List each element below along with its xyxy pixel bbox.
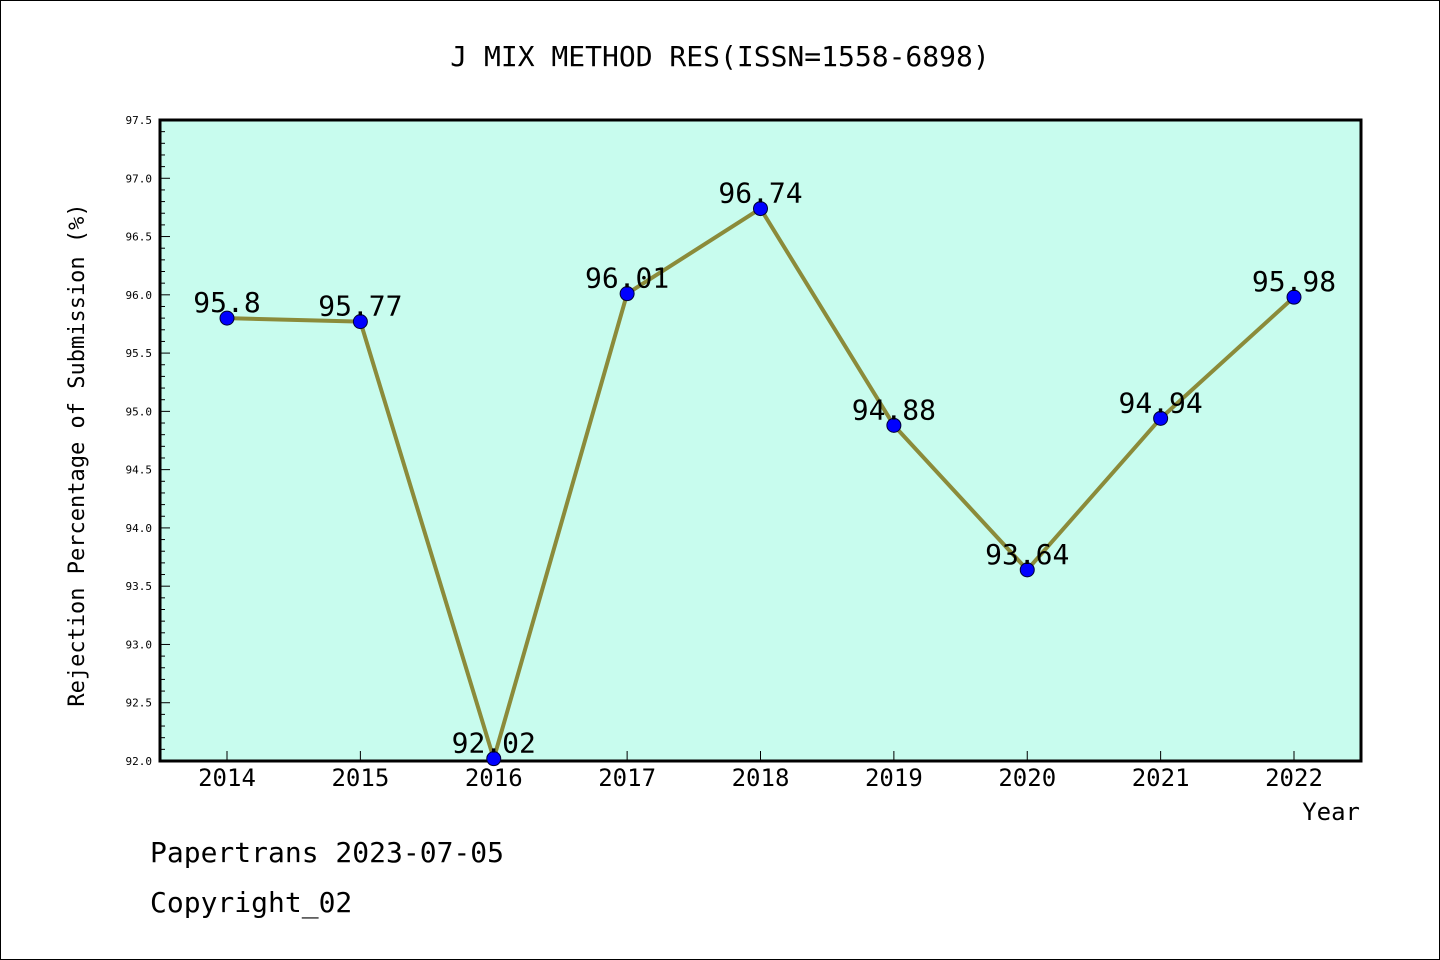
data-label-2016: 92.02 [452,727,536,760]
y-tick-label: 92.5 [126,697,153,710]
y-tick-label: 97.5 [126,114,153,127]
data-label-2017: 96.01 [585,262,669,295]
data-label-2018: 96.74 [718,177,802,210]
data-point-2016 [486,751,502,767]
data-label-2022: 95.98 [1252,265,1336,298]
y-tick-label: 93.5 [126,580,153,593]
x-axis-title: Year [1302,798,1360,826]
y-tick-label: 94.0 [126,522,153,535]
x-tick-label: 2018 [732,764,790,792]
x-tick-label: 2022 [1265,764,1323,792]
y-tick-label: 95.5 [126,347,153,360]
data-labels: 95.8 95.77 92.02 96.01 96.74 94.88 93.64 94.94 9… [193,177,1336,760]
plot-area [158,118,1363,763]
data-point-2019 [886,417,902,433]
x-tick-label: 2019 [865,764,923,792]
footer-copyright: Copyright_02 [150,886,353,919]
data-label-2021: 94.94 [1118,386,1202,419]
data-point-2018 [753,201,768,217]
y-tick-label: 97.0 [126,172,153,185]
x-tick-label: 2021 [1132,764,1190,792]
x-axis: 2014 2015 2016 2017 2018 2019 2020 2021 2022 [198,751,1323,792]
y-tick-label: 96.5 [126,231,153,244]
y-axis-title: Rejection Percentage of Submission (%) [65,203,90,706]
x-tick-label: 2017 [598,764,656,792]
data-point-2020 [1019,562,1035,578]
data-label-2019: 94.88 [852,393,936,426]
data-label-2015: 95.77 [318,290,402,323]
data-point-2017 [619,286,635,302]
series-markers [219,201,1302,767]
y-tick-label: 95.0 [126,405,153,418]
x-tick-label: 2020 [998,764,1056,792]
y-tick-label: 96.0 [126,289,153,302]
data-label-2014: 95.8 [193,286,260,319]
y-tick-label: 93.0 [126,638,153,651]
data-label-2020: 93.64 [985,538,1069,571]
footer-date: Papertrans 2023-07-05 [150,836,505,869]
data-point-2022 [1286,289,1302,305]
data-point-2015 [352,314,368,330]
y-axis: 92.0 92.5 93.0 93.5 94.0 94.5 95.0 95.5 96.0 96.5… [126,114,170,768]
x-tick-label: 2014 [198,764,256,792]
x-tick-label: 2015 [331,764,389,792]
y-tick-label: 94.5 [126,464,153,477]
data-point-2021 [1153,410,1169,426]
chart-title: J MIX METHOD RES(ISSN=1558-6898) [450,40,989,73]
x-tick-label: 2016 [465,764,523,792]
data-point-2014 [219,310,235,326]
y-tick-label: 92.0 [126,755,153,768]
